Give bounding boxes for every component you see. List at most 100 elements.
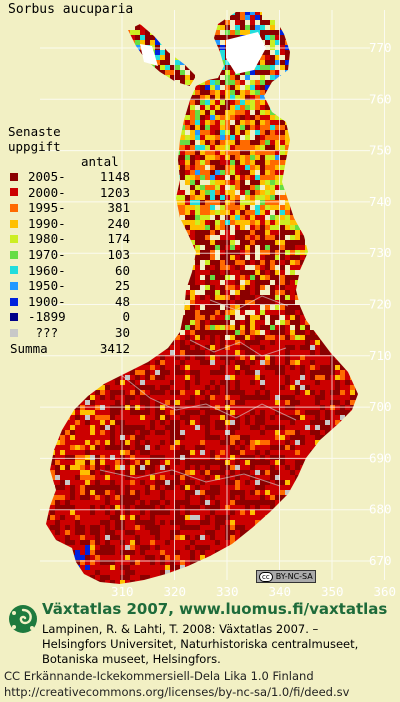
grid-cell (55, 105, 60, 110)
grid-cell (175, 180, 180, 185)
grid-cell (145, 390, 150, 395)
grid-cell (155, 35, 160, 40)
grid-cell (70, 105, 75, 110)
grid-cell (295, 195, 300, 200)
grid-cell (260, 285, 265, 290)
grid-cell (55, 100, 60, 105)
grid-cell (175, 320, 180, 325)
grid-cell (150, 270, 155, 275)
grid-cell (350, 80, 355, 85)
grid-cell (125, 30, 130, 35)
grid-cell (255, 230, 260, 235)
grid-cell (300, 165, 305, 170)
grid-cell (260, 30, 265, 35)
grid-cell (280, 340, 285, 345)
grid-cell (365, 185, 370, 190)
grid-cell (285, 75, 290, 80)
grid-cell (60, 410, 65, 415)
grid-cell (105, 55, 110, 60)
grid-cell (355, 200, 358, 205)
grid-cell (340, 70, 345, 75)
grid-cell (220, 20, 225, 25)
grid-cell (90, 70, 95, 75)
grid-cell (195, 85, 200, 90)
grid-cell (355, 20, 358, 25)
grid-cell (235, 130, 240, 135)
grid-cell (75, 365, 80, 370)
grid-cell (100, 365, 105, 370)
grid-cell (165, 290, 170, 295)
grid-cell (155, 380, 160, 385)
grid-cell (215, 240, 220, 245)
grid-cell (260, 25, 265, 30)
grid-cell (190, 65, 195, 70)
grid-cell (320, 160, 325, 165)
grid-cell (265, 360, 270, 365)
grid-cell (345, 410, 350, 415)
grid-cell (140, 360, 145, 365)
grid-cell (335, 70, 340, 75)
grid-cell (245, 300, 250, 305)
grid-cell (195, 180, 200, 185)
grid-cell (160, 380, 165, 385)
grid-cell (295, 290, 300, 295)
grid-cell (290, 220, 295, 225)
grid-cell (275, 210, 280, 215)
grid-cell (135, 390, 140, 395)
grid-cell (205, 320, 210, 325)
grid-cell (190, 290, 195, 295)
grid-cell (80, 410, 85, 415)
grid-cell (130, 35, 135, 40)
grid-cell (230, 270, 235, 275)
grid-cell (295, 80, 300, 85)
grid-cell (355, 375, 358, 380)
grid-cell (195, 135, 200, 140)
grid-cell (95, 25, 100, 30)
grid-cell (340, 130, 345, 135)
grid-cell (340, 155, 345, 160)
grid-cell (200, 370, 205, 375)
grid-cell (320, 120, 325, 125)
grid-cell (155, 110, 160, 115)
grid-cell (335, 265, 340, 270)
grid-cell (130, 370, 135, 375)
grid-cell (315, 325, 320, 330)
grid-cell (160, 275, 165, 280)
grid-cell (135, 70, 140, 75)
grid-cell (145, 380, 150, 385)
grid-cell (295, 325, 300, 330)
grid-cell (190, 195, 195, 200)
grid-cell (80, 360, 85, 365)
grid-cell (180, 285, 185, 290)
grid-cell (265, 30, 270, 35)
grid-cell (310, 385, 315, 390)
grid-cell (60, 70, 65, 75)
grid-cell (265, 305, 270, 310)
grid-cell (340, 160, 345, 165)
grid-cell (150, 20, 155, 25)
grid-cell (360, 125, 365, 130)
grid-cell (155, 55, 160, 60)
grid-cell (85, 50, 90, 55)
grid-cell (165, 250, 170, 255)
grid-cell (355, 25, 358, 30)
grid-cell (130, 335, 135, 340)
grid-cell (220, 35, 225, 40)
grid-cell (345, 115, 350, 120)
grid-cell (245, 25, 250, 30)
grid-cell (180, 130, 185, 135)
grid-cell (210, 35, 215, 40)
grid-cell (315, 140, 320, 145)
grid-cell (105, 390, 110, 395)
grid-cell (145, 415, 150, 420)
grid-cell (285, 15, 290, 20)
grid-cell (215, 120, 220, 125)
grid-cell (245, 170, 250, 175)
grid-cell (350, 175, 355, 180)
grid-cell (360, 155, 365, 160)
grid-cell (165, 415, 170, 420)
grid-cell (65, 400, 70, 405)
grid-cell (270, 270, 275, 275)
grid-cell (340, 275, 345, 280)
grid-cell (280, 400, 285, 405)
